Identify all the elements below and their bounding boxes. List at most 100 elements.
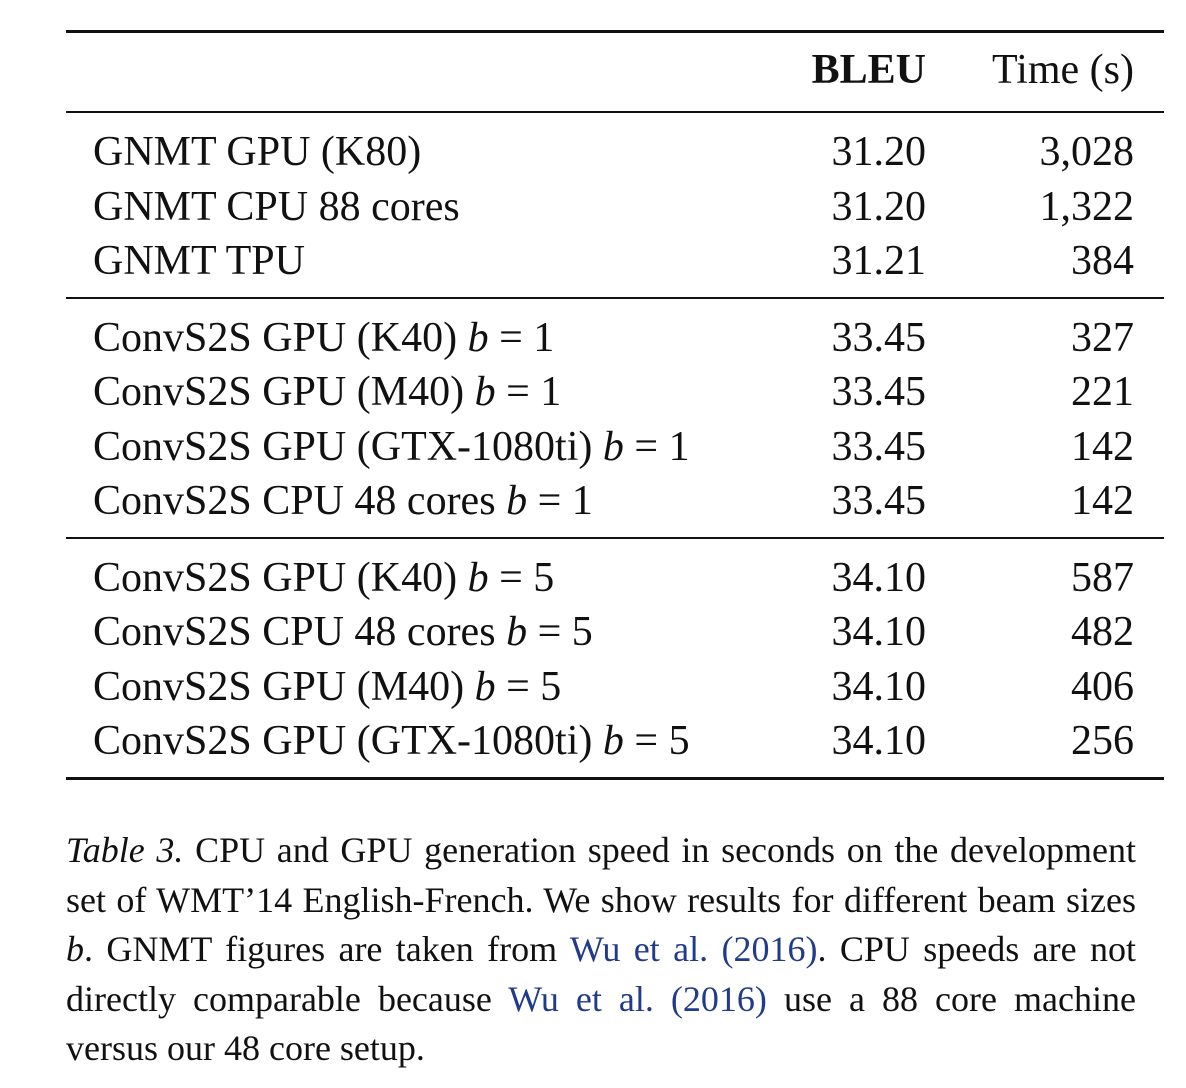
caption-beam-variable: b xyxy=(66,929,84,969)
table-bottom-rule xyxy=(66,776,1164,780)
model-name-cell: ConvS2S GPU (GTX-1080ti) b = 5 xyxy=(93,720,690,762)
caption-text-1: CPU and GPU generation speed in seconds … xyxy=(66,830,1137,920)
model-name: ConvS2S GPU (GTX-1080ti) xyxy=(93,423,593,470)
bleu-cell: 33.45 xyxy=(831,369,927,415)
table-row: ConvS2S CPU 48 cores b = 5 34.10 482 xyxy=(66,605,1164,660)
beam-symbol: b xyxy=(506,478,528,524)
table-row: ConvS2S GPU (GTX-1080ti) b = 1 33.45 142 xyxy=(66,420,1164,475)
beam-equals: = xyxy=(527,609,572,655)
table-caption: Table 3. CPU and GPU generation speed in… xyxy=(66,826,1136,1074)
table-row: ConvS2S GPU (K40) b = 5 34.10 587 xyxy=(66,551,1164,606)
model-name: ConvS2S GPU (GTX-1080ti) xyxy=(93,718,593,764)
model-name-cell: GNMT GPU (K80) xyxy=(93,131,421,173)
beam-size: 1 xyxy=(540,369,562,415)
beam-equals: = xyxy=(495,369,541,415)
bleu-cell: 34.10 xyxy=(831,609,927,655)
time-cell: 221 xyxy=(1071,369,1134,415)
header-time: Time (s) xyxy=(992,47,1134,93)
table-row: ConvS2S GPU (M40) b = 5 34.10 406 xyxy=(66,660,1164,715)
beam-symbol: b xyxy=(602,718,624,764)
time-cell: 482 xyxy=(1071,609,1134,655)
model-name: GNMT GPU (K80) xyxy=(93,129,422,175)
model-name: ConvS2S GPU (K40) xyxy=(93,314,458,361)
citation-link-wu-2016[interactable]: Wu et al. (2016) xyxy=(508,978,767,1019)
header-bleu: BLEU xyxy=(811,47,926,93)
table-header-rule xyxy=(66,111,1164,113)
beam-symbol: b xyxy=(506,609,528,655)
caption-text-2: . GNMT figures are taken from xyxy=(84,929,570,969)
citation-link-wu-2016[interactable]: Wu et al. (2016) xyxy=(569,929,818,969)
model-name-cell: GNMT CPU 88 cores xyxy=(93,186,460,228)
time-cell: 256 xyxy=(1071,718,1134,764)
model-name: ConvS2S GPU (M40) xyxy=(93,663,465,710)
table-row: ConvS2S GPU (M40) b = 1 33.45 221 xyxy=(66,365,1164,420)
table-group-rule xyxy=(66,296,1164,299)
beam-symbol: b xyxy=(474,369,496,415)
beam-equals: = xyxy=(623,718,669,764)
model-name-cell: ConvS2S GPU (M40) b = 5 xyxy=(93,666,561,708)
table-group: GNMT GPU (K80) 31.20 3,028 GNMT CPU 88 core… xyxy=(66,113,1164,297)
beam-equals: = xyxy=(527,478,572,524)
caption-label: Table 3. xyxy=(66,830,184,870)
table-group-rule xyxy=(66,536,1164,539)
beam-size: 1 xyxy=(571,478,593,524)
time-cell: 384 xyxy=(1071,238,1134,284)
table-group: ConvS2S GPU (K40) b = 5 34.10 587 ConvS2S C… xyxy=(66,539,1164,777)
table-row: ConvS2S CPU 48 cores b = 1 33.45 142 xyxy=(66,474,1164,529)
model-name: GNMT TPU xyxy=(93,238,305,284)
model-name: ConvS2S GPU (K40) xyxy=(93,554,458,601)
model-name-cell: ConvS2S CPU 48 cores b = 1 xyxy=(93,480,593,522)
beam-size: 1 xyxy=(533,314,555,361)
beam-symbol: b xyxy=(474,663,496,710)
beam-size: 5 xyxy=(668,718,690,764)
table-row: GNMT GPU (K80) 31.20 3,028 xyxy=(66,125,1164,180)
bleu-cell: 31.21 xyxy=(831,238,927,284)
model-name: GNMT CPU 88 cores xyxy=(93,183,460,230)
table-row: ConvS2S GPU (GTX-1080ti) b = 5 34.10 256 xyxy=(66,714,1164,769)
model-name-cell: ConvS2S GPU (K40) b = 1 xyxy=(93,317,554,359)
bleu-cell: 33.45 xyxy=(831,423,927,470)
time-cell: 587 xyxy=(1071,554,1134,601)
model-name-cell: ConvS2S GPU (GTX-1080ti) b = 1 xyxy=(93,426,690,468)
table-row: GNMT CPU 88 cores 31.20 1,322 xyxy=(66,180,1164,235)
time-cell: 406 xyxy=(1071,663,1134,710)
time-cell: 3,028 xyxy=(1039,129,1135,175)
time-cell: 327 xyxy=(1071,314,1134,361)
caption-text-3: . CPU speeds are not directly comparable… xyxy=(66,929,1136,1019)
results-table: BLEU Time (s) GNMT GPU (K80) 31.20 3,028 GN… xyxy=(66,30,1164,780)
beam-equals: = xyxy=(488,554,534,601)
beam-symbol: b xyxy=(602,423,624,470)
model-name-cell: GNMT TPU xyxy=(93,240,305,282)
table-body: GNMT GPU (K80) 31.20 3,028 GNMT CPU 88 core… xyxy=(66,113,1164,777)
beam-size: 5 xyxy=(540,663,562,710)
model-name: ConvS2S CPU 48 cores xyxy=(93,478,496,524)
bleu-cell: 34.10 xyxy=(831,718,927,764)
bleu-cell: 34.10 xyxy=(831,554,927,601)
table-top-rule xyxy=(66,30,1164,33)
beam-equals: = xyxy=(623,423,669,470)
table-header-row: BLEU Time (s) xyxy=(66,33,1164,111)
bleu-cell: 33.45 xyxy=(831,478,927,524)
table-row: GNMT TPU 31.21 384 xyxy=(66,234,1164,289)
beam-symbol: b xyxy=(467,314,489,361)
model-name-cell: ConvS2S GPU (K40) b = 5 xyxy=(93,557,554,599)
model-name-cell: ConvS2S GPU (M40) b = 1 xyxy=(93,371,561,413)
bleu-cell: 31.20 xyxy=(831,129,927,175)
caption-text-4: use a 88 core machine versus our 48 core… xyxy=(66,978,1136,1069)
beam-equals: = xyxy=(495,663,541,710)
model-name: ConvS2S CPU 48 cores xyxy=(93,609,496,655)
bleu-cell: 34.10 xyxy=(831,663,927,710)
model-name-cell: ConvS2S CPU 48 cores b = 5 xyxy=(93,611,593,653)
beam-symbol: b xyxy=(467,554,489,601)
beam-equals: = xyxy=(488,314,534,361)
time-cell: 142 xyxy=(1071,478,1134,524)
table-row: ConvS2S GPU (K40) b = 1 33.45 327 xyxy=(66,311,1164,366)
table-group: ConvS2S GPU (K40) b = 1 33.45 327 ConvS2S G… xyxy=(66,299,1164,537)
model-name: ConvS2S GPU (M40) xyxy=(93,369,465,415)
time-cell: 1,322 xyxy=(1039,183,1135,230)
beam-size: 1 xyxy=(668,423,690,470)
beam-size: 5 xyxy=(533,554,555,601)
time-cell: 142 xyxy=(1071,423,1134,470)
bleu-cell: 31.20 xyxy=(831,183,927,230)
bleu-cell: 33.45 xyxy=(831,314,927,361)
